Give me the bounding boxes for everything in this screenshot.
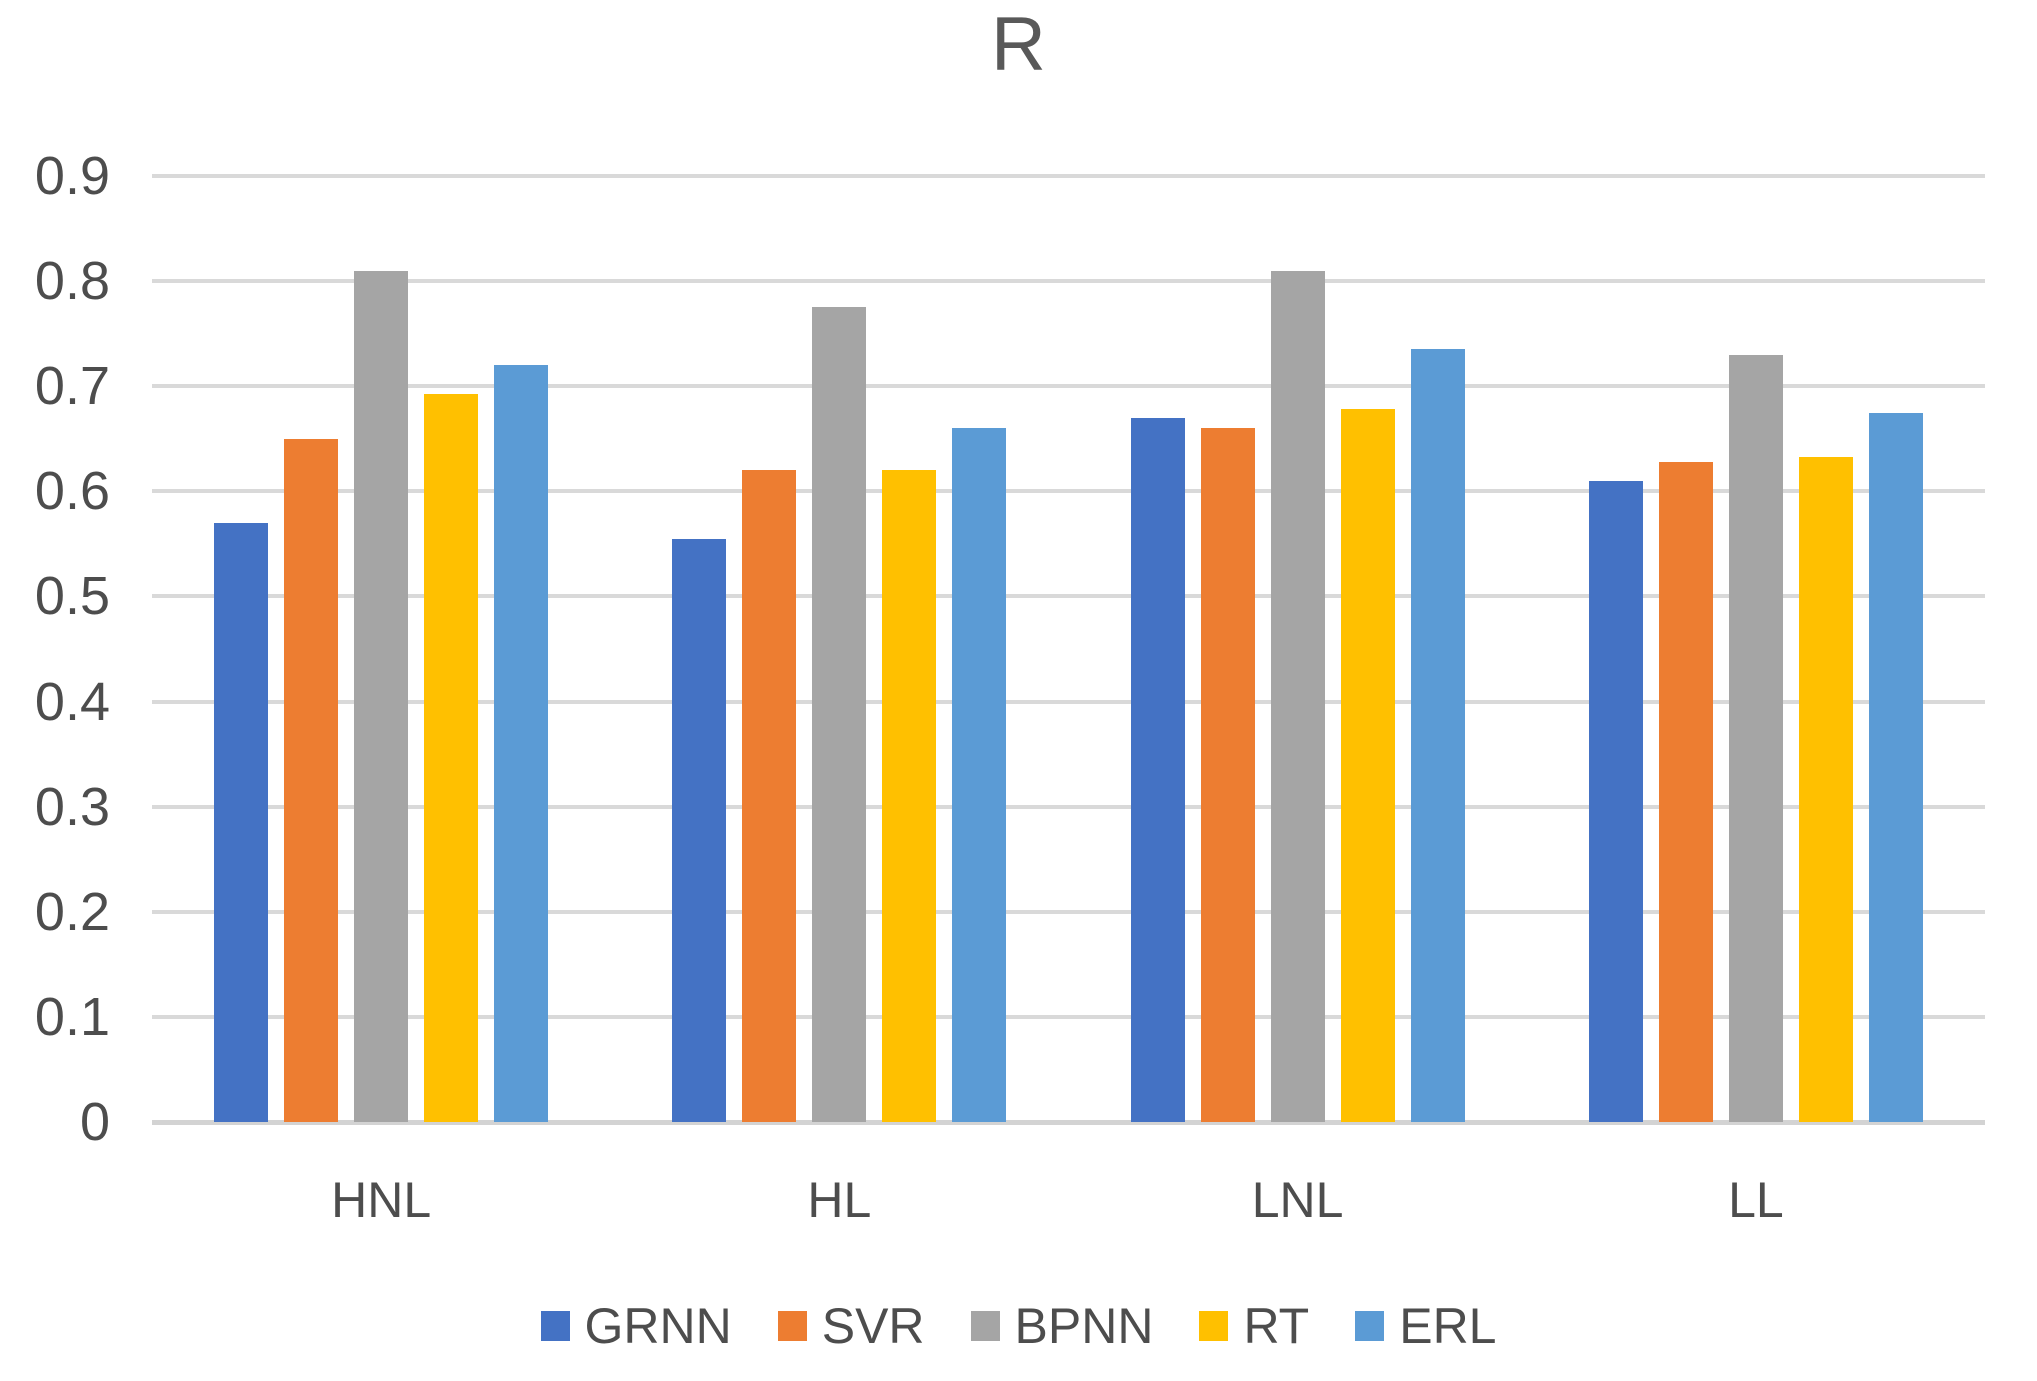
bar-BPNN-LNL bbox=[1270, 270, 1325, 1122]
legend-swatch-ERL bbox=[1355, 1311, 1385, 1341]
legend-label-SVR: SVR bbox=[821, 1298, 925, 1354]
bar-group-LL bbox=[1527, 176, 1985, 1122]
x-tick-label-HNL: HNL bbox=[331, 1172, 432, 1228]
bar-RT-HNL bbox=[424, 393, 479, 1122]
legend: GRNN SVR BPNN RT ERL bbox=[0, 1298, 2037, 1354]
legend-swatch-RT bbox=[1199, 1311, 1229, 1341]
bar-SVR-LNL bbox=[1200, 428, 1255, 1122]
bar-GRNN-HNL bbox=[214, 522, 269, 1122]
legend-swatch-GRNN bbox=[540, 1311, 570, 1341]
legend-swatch-SVR bbox=[777, 1311, 807, 1341]
bar-RT-LNL bbox=[1340, 409, 1395, 1122]
bar-BPNN-LL bbox=[1728, 354, 1783, 1122]
bar-GRNN-LNL bbox=[1130, 417, 1185, 1122]
legend-label-ERL: ERL bbox=[1399, 1298, 1497, 1354]
bar-ERL-HNL bbox=[494, 365, 549, 1122]
bar-SVR-HL bbox=[742, 470, 797, 1122]
gridline-0.7 bbox=[152, 384, 1985, 389]
bar-ERL-HL bbox=[952, 428, 1007, 1122]
y-tick-label-0.4: 0.4 bbox=[34, 671, 110, 732]
x-tick-label-HL: HL bbox=[807, 1172, 872, 1228]
y-tick-label-0.8: 0.8 bbox=[34, 251, 110, 312]
bar-groups bbox=[152, 176, 1985, 1122]
y-tick-label-0.6: 0.6 bbox=[34, 461, 110, 522]
bar-RT-LL bbox=[1798, 456, 1853, 1122]
gridline-0.2 bbox=[152, 909, 1985, 914]
y-tick-label-0.2: 0.2 bbox=[34, 881, 110, 942]
legend-swatch-BPNN bbox=[970, 1311, 1000, 1341]
bar-group-HL bbox=[610, 176, 1068, 1122]
bar-BPNN-HL bbox=[812, 307, 867, 1122]
bar-BPNN-HNL bbox=[354, 270, 409, 1122]
bar-group-LNL bbox=[1069, 176, 1527, 1122]
legend-label-BPNN: BPNN bbox=[1014, 1298, 1154, 1354]
bar-RT-HL bbox=[882, 470, 937, 1122]
gridline-0.1 bbox=[152, 1014, 1985, 1019]
bar-GRNN-LL bbox=[1588, 480, 1643, 1122]
y-tick-label-0.9: 0.9 bbox=[34, 146, 110, 206]
chart-title: R bbox=[991, 2, 1046, 87]
legend-item-SVR: SVR bbox=[777, 1298, 925, 1354]
gridline-0.6 bbox=[152, 489, 1985, 494]
gridline-0.4 bbox=[152, 699, 1985, 704]
bar-SVR-HNL bbox=[284, 438, 339, 1122]
bar-ERL-LNL bbox=[1410, 349, 1465, 1122]
gridline-0 bbox=[152, 1120, 1985, 1125]
gridline-0.5 bbox=[152, 594, 1985, 599]
bar-group-HNL bbox=[152, 176, 610, 1122]
bar-GRNN-HL bbox=[672, 538, 727, 1122]
y-tick-label-0: 0 bbox=[79, 1092, 110, 1152]
legend-label-GRNN: GRNN bbox=[584, 1298, 732, 1354]
y-tick-label-0.1: 0.1 bbox=[34, 986, 110, 1047]
gridline-0.9 bbox=[152, 174, 1985, 178]
legend-item-GRNN: GRNN bbox=[540, 1298, 732, 1354]
x-tick-label-LNL: LNL bbox=[1251, 1172, 1344, 1228]
x-tick-label-LL: LL bbox=[1728, 1172, 1784, 1228]
y-tick-label-0.3: 0.3 bbox=[34, 776, 110, 837]
gridline-0.3 bbox=[152, 804, 1985, 809]
legend-label-RT: RT bbox=[1243, 1298, 1310, 1354]
legend-item-RT: RT bbox=[1199, 1298, 1309, 1354]
legend-item-ERL: ERL bbox=[1355, 1298, 1496, 1354]
legend-item-BPNN: BPNN bbox=[970, 1298, 1154, 1354]
y-tick-label-0.5: 0.5 bbox=[34, 566, 110, 627]
gridline-0.8 bbox=[152, 279, 1985, 284]
plot-area bbox=[152, 174, 1985, 1125]
bar-ERL-LL bbox=[1868, 412, 1923, 1122]
y-tick-label-0.7: 0.7 bbox=[34, 356, 110, 417]
bar-SVR-LL bbox=[1658, 461, 1713, 1122]
x-axis-tick-labels: HNL HL LNL LL bbox=[152, 1172, 1985, 1228]
